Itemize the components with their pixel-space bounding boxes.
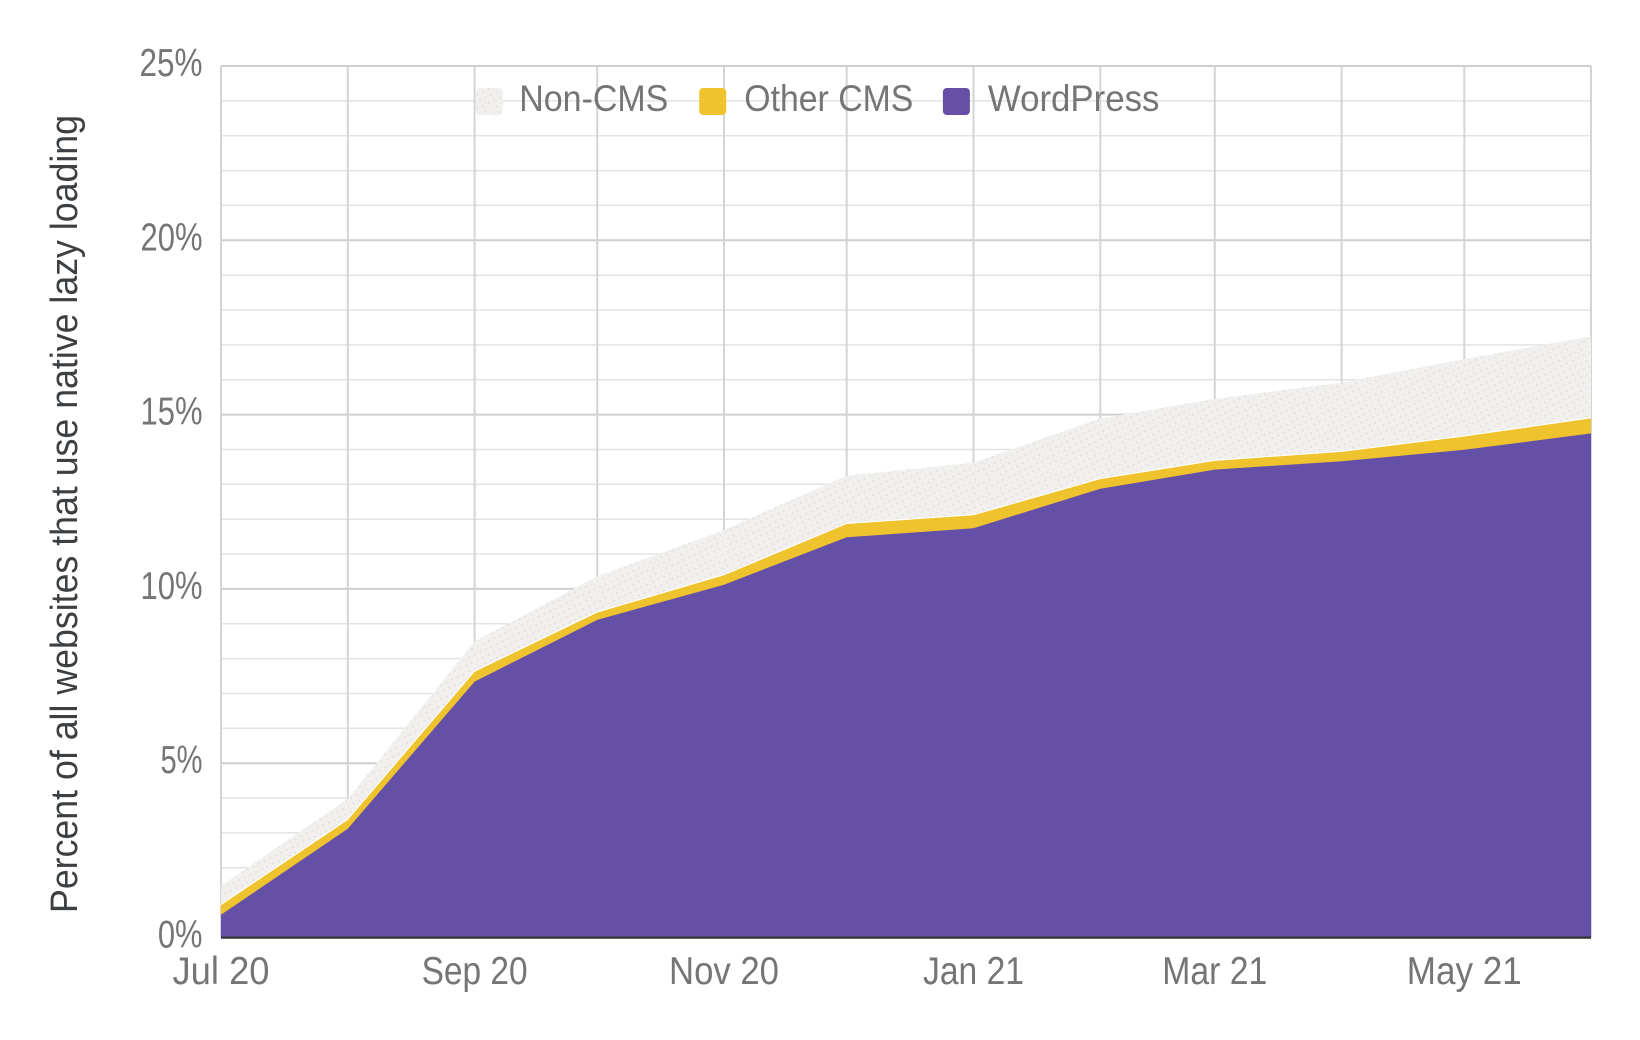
svg-text:10%: 10% xyxy=(141,565,203,608)
svg-text:Jul 20: Jul 20 xyxy=(173,950,270,993)
svg-text:Non-CMS: Non-CMS xyxy=(519,78,668,119)
svg-text:WordPress: WordPress xyxy=(988,78,1160,119)
svg-text:20%: 20% xyxy=(141,216,203,259)
svg-text:5%: 5% xyxy=(161,739,203,782)
svg-text:May 21: May 21 xyxy=(1407,950,1522,993)
svg-text:Jan 21: Jan 21 xyxy=(923,950,1024,993)
svg-text:25%: 25% xyxy=(140,42,203,85)
svg-text:Other CMS: Other CMS xyxy=(744,78,913,119)
svg-text:15%: 15% xyxy=(141,391,203,434)
svg-text:Mar 21: Mar 21 xyxy=(1162,950,1267,993)
svg-text:Percent of all websites that u: Percent of all websites that use native … xyxy=(44,115,86,913)
svg-text:Sep 20: Sep 20 xyxy=(422,950,528,993)
svg-text:0%: 0% xyxy=(158,914,203,957)
svg-text:Nov 20: Nov 20 xyxy=(669,950,779,993)
